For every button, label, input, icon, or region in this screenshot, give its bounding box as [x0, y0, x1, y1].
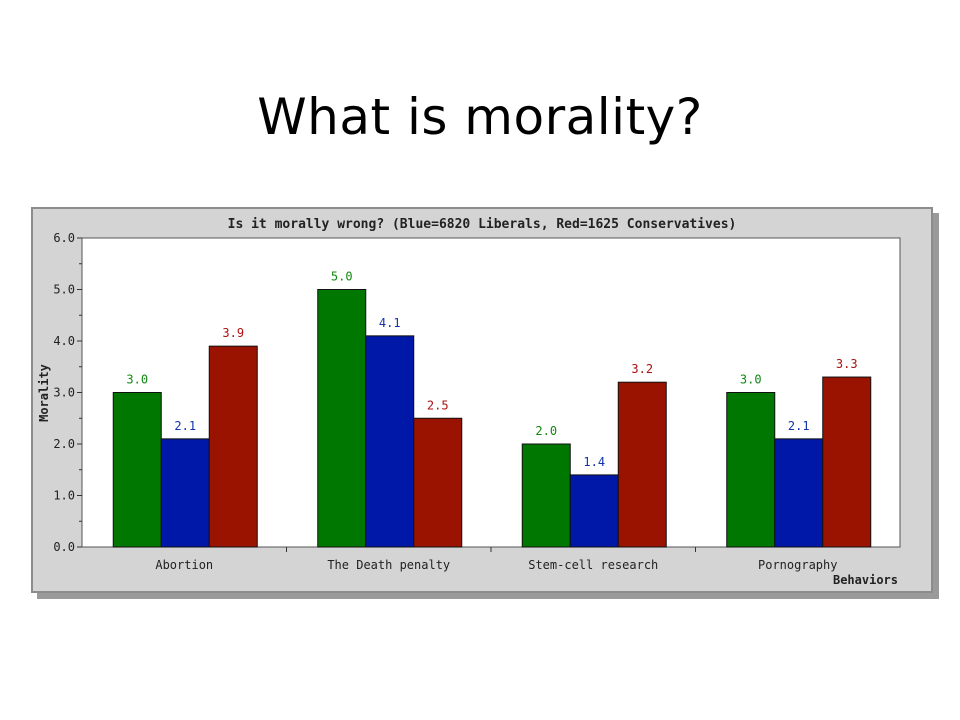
bar [317, 289, 367, 548]
bar [208, 345, 258, 548]
bar [569, 474, 619, 548]
data-label: 2.1 [788, 419, 810, 433]
data-label: 1.4 [583, 455, 605, 469]
x-tick-label: The Death penalty [327, 558, 450, 572]
bar [160, 438, 210, 548]
data-label: 3.3 [836, 357, 858, 371]
bar [112, 392, 162, 548]
x-axis-label: Behaviors [833, 573, 898, 587]
data-label: 2.0 [535, 424, 557, 438]
bar [822, 376, 872, 548]
bar [617, 381, 667, 548]
bar [521, 443, 571, 548]
data-label: 3.0 [126, 373, 148, 387]
data-label: 2.1 [174, 419, 196, 433]
y-tick-label: 6.0 [53, 231, 75, 245]
slide-title: What is morality? [257, 88, 703, 146]
bar [365, 335, 415, 548]
x-tick-label: Abortion [155, 558, 213, 572]
data-label: 2.5 [427, 398, 449, 412]
x-tick-label: Pornography [758, 558, 837, 572]
y-axis-label: Morality [37, 364, 51, 422]
y-tick-label: 0.0 [53, 540, 75, 554]
y-tick-label: 2.0 [53, 437, 75, 451]
y-tick-label: 4.0 [53, 334, 75, 348]
data-label: 3.9 [222, 326, 244, 340]
data-label: 4.1 [379, 316, 401, 330]
chart-panel: Is it morally wrong? (Blue=6820 Liberals… [31, 207, 933, 593]
x-tick-label: Stem-cell research [528, 558, 658, 572]
y-tick-label: 1.0 [53, 489, 75, 503]
y-tick-label: 3.0 [53, 386, 75, 400]
bar [774, 438, 824, 548]
data-label: 5.0 [331, 270, 353, 284]
bar [413, 417, 463, 548]
data-label: 3.2 [631, 362, 653, 376]
bar-chart: Is it morally wrong? (Blue=6820 Liberals… [37, 217, 901, 587]
chart-title: Is it morally wrong? (Blue=6820 Liberals… [228, 217, 737, 232]
bar [726, 392, 776, 548]
data-label: 3.0 [740, 373, 762, 387]
y-tick-label: 5.0 [53, 283, 75, 297]
